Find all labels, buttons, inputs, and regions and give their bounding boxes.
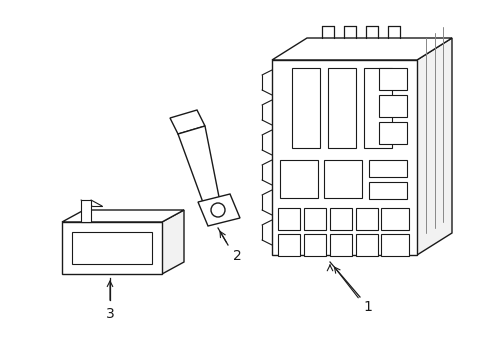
Bar bbox=[368, 182, 406, 199]
Bar bbox=[291, 68, 319, 148]
Bar bbox=[72, 232, 152, 264]
Bar bbox=[304, 208, 325, 230]
Bar bbox=[324, 160, 361, 198]
Text: 2: 2 bbox=[232, 249, 241, 263]
Bar bbox=[327, 68, 355, 148]
Bar bbox=[329, 234, 351, 256]
Text: 3: 3 bbox=[105, 307, 114, 321]
Bar bbox=[363, 68, 391, 148]
Polygon shape bbox=[178, 126, 220, 208]
Bar bbox=[278, 234, 299, 256]
Bar bbox=[304, 234, 325, 256]
Polygon shape bbox=[62, 210, 183, 222]
Polygon shape bbox=[170, 110, 204, 134]
Polygon shape bbox=[198, 194, 240, 226]
Bar bbox=[271, 60, 416, 255]
Bar bbox=[380, 208, 408, 230]
Bar bbox=[378, 122, 406, 144]
Bar bbox=[378, 95, 406, 117]
Bar bbox=[368, 160, 406, 177]
Bar bbox=[280, 160, 317, 198]
Bar bbox=[278, 208, 299, 230]
Circle shape bbox=[210, 203, 224, 217]
Bar bbox=[329, 208, 351, 230]
Bar bbox=[62, 222, 162, 274]
Text: 1: 1 bbox=[363, 300, 372, 314]
Polygon shape bbox=[271, 38, 451, 60]
Bar bbox=[81, 200, 91, 222]
Bar bbox=[380, 234, 408, 256]
Polygon shape bbox=[162, 210, 183, 274]
Bar bbox=[355, 208, 377, 230]
Polygon shape bbox=[416, 38, 451, 255]
Bar bbox=[378, 68, 406, 90]
Bar bbox=[355, 234, 377, 256]
